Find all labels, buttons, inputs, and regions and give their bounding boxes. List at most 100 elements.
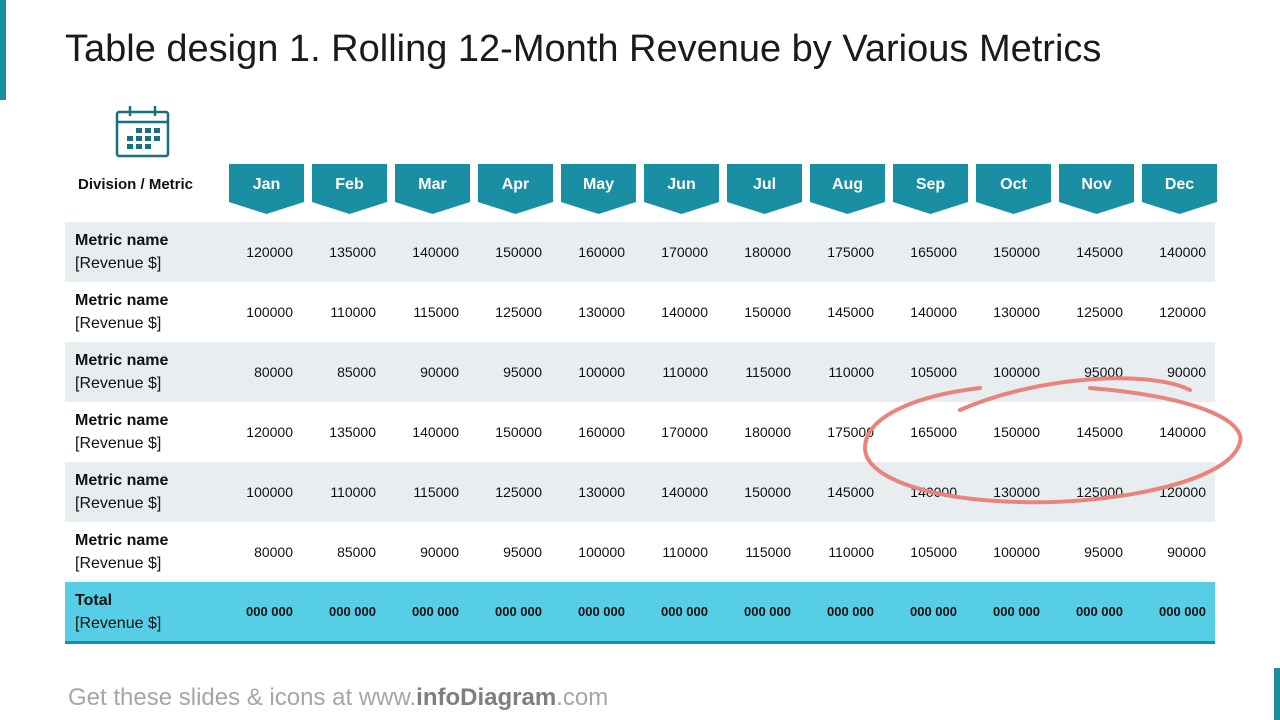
cell-value: 85000 bbox=[337, 544, 376, 560]
cell-value: 165000 bbox=[910, 424, 957, 440]
cell-value: 145000 bbox=[827, 304, 874, 320]
cell-value: 115000 bbox=[413, 484, 459, 500]
cell-value: 120000 bbox=[1159, 304, 1206, 320]
month-header: Feb bbox=[312, 164, 387, 214]
row-unit: [Revenue $] bbox=[75, 315, 162, 332]
cell-value: 140000 bbox=[910, 304, 957, 320]
accent-bar bbox=[1274, 668, 1280, 720]
cell-value: 000 000 bbox=[1076, 604, 1123, 619]
cell-value: 000 000 bbox=[744, 604, 791, 619]
row-label: Metric name [Revenue $] bbox=[75, 289, 168, 335]
footer-brand: infoDiagram bbox=[416, 684, 557, 711]
cell-value: 135000 bbox=[329, 424, 376, 440]
cell-value: 110000 bbox=[828, 544, 874, 560]
month-header: May bbox=[561, 164, 636, 214]
table-row bbox=[65, 582, 1215, 644]
accent-bar bbox=[0, 0, 6, 100]
cell-value: 105000 bbox=[910, 364, 957, 380]
cell-value: 180000 bbox=[744, 424, 791, 440]
month-header: Mar bbox=[395, 164, 470, 214]
cell-value: 80000 bbox=[254, 364, 293, 380]
cell-value: 115000 bbox=[745, 364, 791, 380]
cell-value: 000 000 bbox=[578, 604, 625, 619]
row-name: Metric name bbox=[75, 352, 169, 369]
cell-value: 140000 bbox=[1159, 424, 1206, 440]
cell-value: 90000 bbox=[1167, 364, 1206, 380]
cell-value: 145000 bbox=[1076, 424, 1123, 440]
cell-value: 170000 bbox=[661, 424, 708, 440]
cell-value: 80000 bbox=[254, 544, 293, 560]
cell-value: 120000 bbox=[246, 424, 293, 440]
row-label: Metric name [Revenue $] bbox=[75, 349, 168, 395]
footer-text: .com bbox=[556, 684, 609, 711]
cell-value: 110000 bbox=[662, 544, 708, 560]
cell-value: 95000 bbox=[1084, 544, 1123, 560]
cell-value: 150000 bbox=[993, 244, 1040, 260]
cell-value: 130000 bbox=[578, 484, 625, 500]
cell-value: 140000 bbox=[412, 244, 459, 260]
cell-value: 100000 bbox=[993, 364, 1040, 380]
row-unit: [Revenue $] bbox=[75, 615, 162, 632]
row-name: Metric name bbox=[75, 292, 169, 309]
cell-value: 145000 bbox=[1076, 244, 1123, 260]
row-unit: [Revenue $] bbox=[75, 255, 162, 272]
cell-value: 150000 bbox=[993, 424, 1040, 440]
cell-value: 175000 bbox=[827, 424, 874, 440]
cell-value: 125000 bbox=[495, 304, 542, 320]
highlight-circle bbox=[862, 376, 1243, 505]
cell-value: 120000 bbox=[246, 244, 293, 260]
row-name: Metric name bbox=[75, 232, 169, 249]
cell-value: 000 000 bbox=[827, 604, 874, 619]
row-label: Metric name [Revenue $] bbox=[75, 469, 168, 515]
cell-value: 100000 bbox=[993, 544, 1040, 560]
cell-value: 110000 bbox=[662, 364, 708, 380]
month-header: Jan bbox=[229, 164, 304, 214]
cell-value: 95000 bbox=[503, 364, 542, 380]
month-header: Jun bbox=[644, 164, 719, 214]
cell-value: 85000 bbox=[337, 364, 376, 380]
calendar-icon bbox=[115, 106, 170, 158]
cell-value: 000 000 bbox=[495, 604, 542, 619]
cell-value: 115000 bbox=[745, 544, 791, 560]
cell-value: 140000 bbox=[661, 304, 708, 320]
cell-value: 115000 bbox=[413, 304, 459, 320]
cell-value: 150000 bbox=[744, 304, 791, 320]
cell-value: 100000 bbox=[578, 364, 625, 380]
month-header: Nov bbox=[1059, 164, 1134, 214]
cell-value: 90000 bbox=[1167, 544, 1206, 560]
row-label: Metric name [Revenue $] bbox=[75, 409, 168, 455]
cell-value: 90000 bbox=[420, 544, 459, 560]
month-header: Jul bbox=[727, 164, 802, 214]
cell-value: 110000 bbox=[330, 304, 376, 320]
row-label: Metric name [Revenue $] bbox=[75, 529, 168, 575]
row-unit: [Revenue $] bbox=[75, 375, 162, 392]
month-header: Apr bbox=[478, 164, 553, 214]
cell-value: 000 000 bbox=[329, 604, 376, 619]
footer-text: Get these slides & icons at www. bbox=[68, 684, 417, 711]
row-label: Metric name [Revenue $] bbox=[75, 229, 168, 275]
cell-value: 110000 bbox=[330, 484, 376, 500]
table-row bbox=[65, 462, 1215, 522]
cell-value: 165000 bbox=[910, 244, 957, 260]
cell-value: 90000 bbox=[420, 364, 459, 380]
row-name: Total bbox=[75, 592, 113, 609]
row-unit: [Revenue $] bbox=[75, 555, 162, 572]
cell-value: 100000 bbox=[246, 304, 293, 320]
title: Table design 1. Rolling 12-Month Revenue… bbox=[65, 28, 1102, 70]
cell-value: 000 000 bbox=[1159, 604, 1206, 619]
cell-value: 170000 bbox=[661, 244, 708, 260]
cell-value: 150000 bbox=[495, 244, 542, 260]
row-unit: [Revenue $] bbox=[75, 435, 162, 452]
cell-value: 120000 bbox=[1159, 484, 1206, 500]
cell-value: 100000 bbox=[578, 544, 625, 560]
cell-value: 100000 bbox=[246, 484, 293, 500]
cell-value: 140000 bbox=[661, 484, 708, 500]
cell-value: 175000 bbox=[827, 244, 874, 260]
cell-value: 160000 bbox=[578, 424, 625, 440]
cell-value: 130000 bbox=[993, 304, 1040, 320]
row-unit: [Revenue $] bbox=[75, 495, 162, 512]
table-row bbox=[65, 222, 1215, 282]
month-header: Aug bbox=[810, 164, 885, 214]
table-row bbox=[65, 342, 1215, 402]
